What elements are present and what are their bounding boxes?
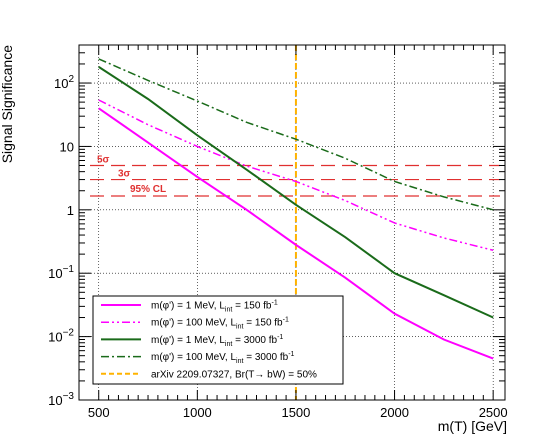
axis-ticks	[79, 45, 505, 401]
x-tick-label: 1500	[281, 405, 310, 420]
y-tick-label: 10−2	[48, 328, 74, 345]
x-tick-label: 2500	[479, 405, 508, 420]
legend-label: m(φ') = 1 MeV, Lint = 3000 fb-1	[151, 334, 283, 348]
legend-label: m(φ') = 100 MeV, Lint = 3000 fb-1	[151, 351, 295, 365]
legend: m(φ') = 1 MeV, Lint = 150 fb-1 m(φ') = 10…	[92, 295, 344, 385]
series-line	[98, 107, 494, 360]
tick-labels: 500 1000 1500 2000 2500 10−3 10−2 10−1 1 10 102	[48, 74, 508, 420]
legend-label: m(φ') = 1 MeV, Lint = 150 fb-1	[151, 300, 278, 314]
series-line	[98, 66, 494, 319]
series-line	[98, 99, 494, 252]
y-tick-label: 10−3	[48, 391, 74, 408]
y-tick-label: 10	[60, 139, 74, 154]
y-axis-title: Signal Significance	[0, 45, 15, 164]
series-line	[98, 58, 494, 211]
x-tick-label: 2000	[380, 405, 409, 420]
y-tick-label: 10−1	[48, 264, 74, 281]
reference-lines: 5σ 3σ 95% CL	[90, 155, 500, 197]
y-tick-label: 102	[54, 74, 74, 91]
series-lines	[98, 58, 494, 360]
y-tick-label: 1	[67, 203, 74, 218]
legend-label: m(φ') = 100 MeV, Lint = 150 fb-1	[151, 317, 289, 331]
legend-label: arXiv 2209.07327, Br(T→ bW) = 50%	[151, 369, 317, 380]
x-tick-label: 1000	[183, 405, 212, 420]
reference-line-label: 95% CL	[130, 184, 166, 195]
x-tick-label: 500	[88, 405, 110, 420]
plot-frame	[78, 44, 506, 401]
reference-line-label: 5σ	[97, 155, 110, 166]
reference-line-label: 3σ	[118, 169, 131, 180]
x-axis-title: m(T) [GeV]	[438, 418, 507, 434]
